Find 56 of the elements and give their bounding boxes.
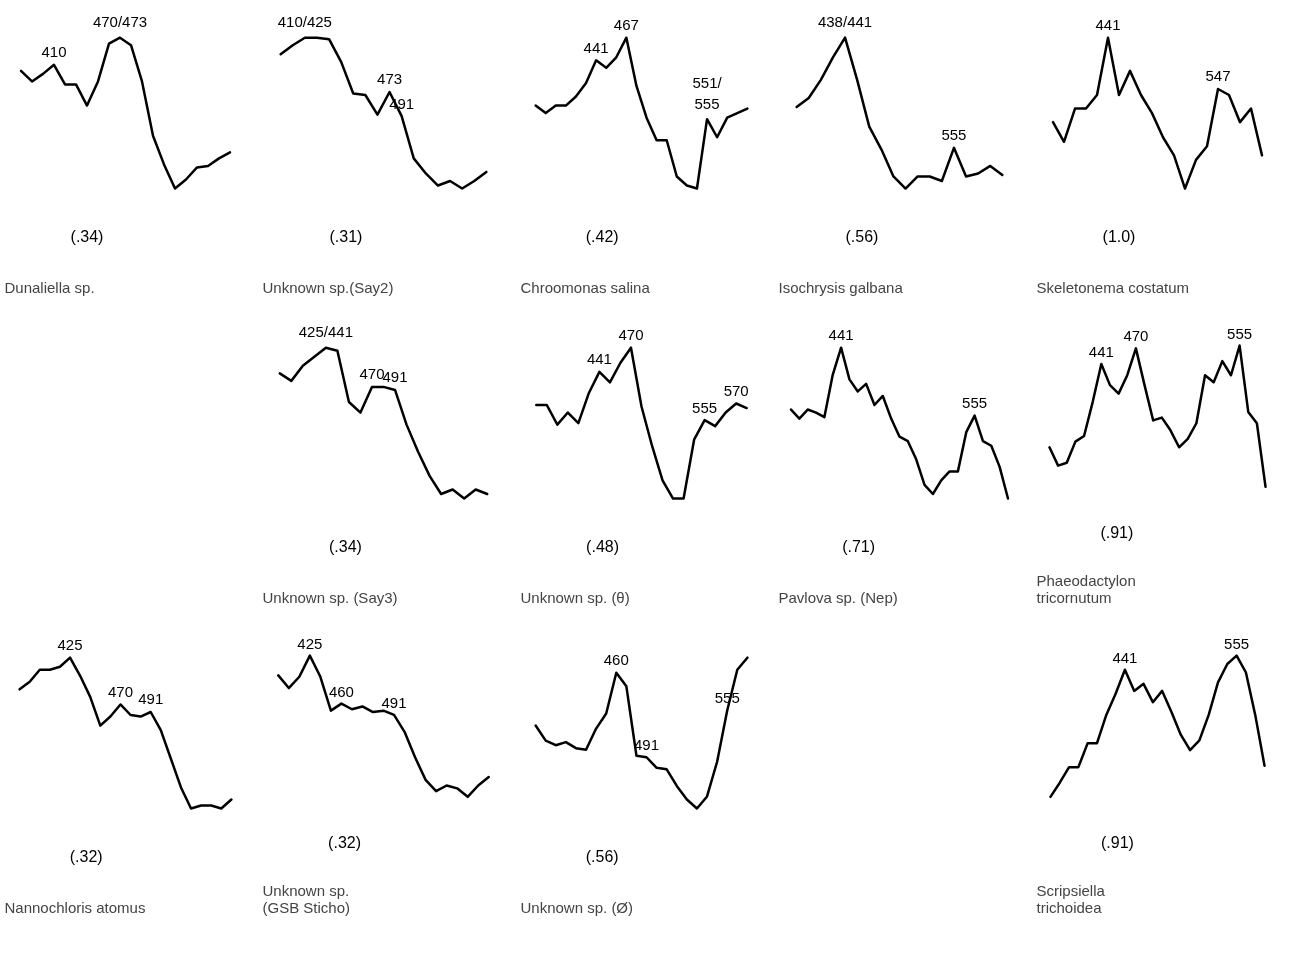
text: Unknown sp. (Say3) (262, 588, 398, 606)
annotation: 441 (586, 350, 612, 368)
annotation: 425/441 (298, 323, 353, 341)
annotation: 460 (603, 651, 629, 669)
text: (.48) (586, 538, 620, 556)
text: (.71) (842, 538, 876, 556)
text: (.42) (585, 228, 619, 246)
annotation: 491 (138, 690, 164, 708)
text: (.34) (329, 538, 362, 556)
text: (.91) (1100, 523, 1134, 541)
annotation: 410/425 (277, 13, 332, 31)
annotation: 425 (297, 634, 323, 652)
annotation: 570 (723, 381, 749, 399)
text: (.31) (329, 228, 363, 246)
text: (.56) (845, 228, 879, 246)
annotation: 470 (107, 682, 133, 700)
annotation: 470 (1123, 327, 1149, 345)
annotation: 467 (613, 16, 639, 34)
text: Chroomonas salina (520, 278, 651, 296)
annotation: 547 (1205, 67, 1231, 85)
text: (1.0) (1102, 228, 1136, 246)
annotation: 555 (1227, 324, 1253, 342)
annotation: 441 (1088, 342, 1114, 360)
annotation: 473 (377, 70, 403, 88)
annotation: 555 (1224, 634, 1250, 652)
text: Unknown sp. (GSB Sticho) (262, 881, 351, 916)
annotation: 425 (57, 636, 83, 654)
text: Unknown sp.(Say2) (262, 278, 394, 296)
text: (.32) (328, 833, 362, 851)
annotation: 438/441 (817, 13, 873, 31)
annotation: 441 (583, 38, 609, 56)
annotation: 470/473 (92, 13, 148, 31)
annotation: 551/ 555 (692, 74, 723, 112)
annotation: 441 (1095, 16, 1121, 34)
text: Phaeodactylon tricornutum (1036, 571, 1136, 606)
annotation: 555 (962, 394, 988, 412)
text: Skeletonema costatum (1036, 278, 1190, 296)
text: Unknown sp. (Ø) (520, 898, 634, 916)
text: Dunaliella sp. (4, 278, 95, 296)
annotation: 441 (828, 326, 854, 344)
text: (.56) (585, 848, 619, 866)
annotation: 441 (1112, 648, 1138, 666)
annotation: 470 (618, 326, 644, 344)
text: (.32) (69, 848, 103, 866)
annotation: 460 (328, 682, 354, 700)
text: Unknown sp. (θ) (520, 588, 630, 606)
text: Scripsiella trichoidea (1036, 881, 1106, 916)
text: Pavlova sp. (Nep) (778, 588, 898, 606)
annotation: 410 (41, 43, 67, 61)
text: (.91) (1101, 833, 1134, 851)
annotation: 555 (692, 398, 718, 416)
text: (.34) (70, 228, 104, 246)
annotation: 555 (941, 126, 967, 144)
text: Isochrysis galbana (778, 278, 904, 296)
text: Nannochloris atomus (4, 898, 146, 916)
annotation: 491 (381, 693, 407, 711)
